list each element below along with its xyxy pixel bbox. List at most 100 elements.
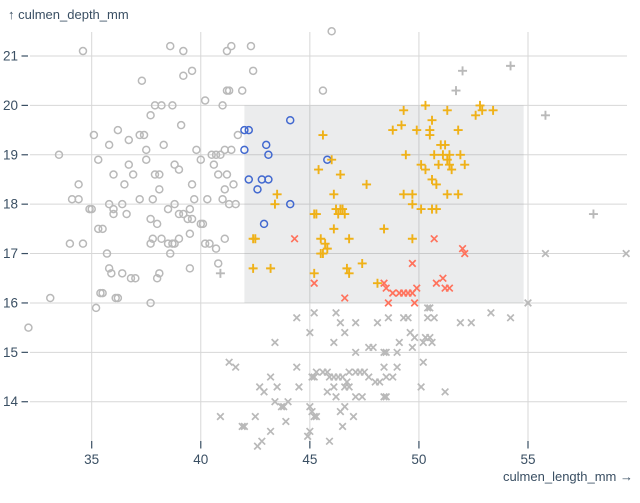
y-tick-label: 17 — [3, 246, 18, 261]
data-point-circle — [261, 140, 271, 150]
data-point-x — [419, 338, 428, 347]
data-point-x — [231, 363, 240, 372]
data-point-plus — [362, 179, 372, 189]
data-point-circle — [222, 46, 232, 56]
data-point-plus — [318, 130, 328, 140]
data-point-x — [393, 363, 402, 372]
data-point-circle — [185, 264, 195, 273]
data-point-x — [384, 299, 393, 307]
data-point-x — [380, 392, 388, 401]
data-point-plus — [338, 204, 348, 214]
data-point-x — [305, 402, 314, 411]
data-point-circle — [224, 86, 234, 95]
series-chinstrap-selected- — [248, 100, 498, 288]
data-point-plus — [442, 189, 452, 199]
data-point-plus — [451, 86, 461, 96]
data-point-plus — [407, 234, 417, 244]
data-point-circle — [146, 214, 155, 224]
x-tick-label: 55 — [520, 452, 535, 467]
data-point-plus — [447, 165, 457, 175]
data-point-x — [312, 368, 321, 376]
data-point-x — [430, 313, 439, 322]
data-point-plus — [314, 165, 324, 175]
data-point-circle — [189, 194, 199, 204]
data-point-plus — [540, 110, 550, 120]
data-point-plus — [266, 263, 276, 273]
data-point-x — [338, 422, 347, 431]
data-point-x — [310, 308, 319, 317]
data-point-circle — [211, 150, 221, 160]
data-point-plus — [475, 100, 485, 110]
data-point-circle — [135, 194, 144, 204]
data-point-plus — [215, 268, 225, 278]
data-point-plus — [477, 105, 487, 115]
data-point-plus — [458, 66, 468, 76]
data-point-x — [340, 328, 349, 337]
data-point-x — [408, 343, 417, 352]
data-point-x — [541, 249, 550, 258]
data-point-circle — [233, 130, 243, 140]
data-point-x — [295, 383, 303, 391]
data-point-plus — [420, 100, 430, 110]
data-point-circle — [170, 160, 179, 169]
data-point-circle — [157, 101, 166, 110]
data-point-x — [273, 383, 282, 391]
y-tick-label: 18 — [3, 197, 18, 212]
brush-selection-rect[interactable] — [244, 105, 524, 303]
data-point-x — [281, 417, 290, 426]
data-point-x — [277, 402, 286, 411]
data-point-circle — [218, 101, 227, 110]
data-point-x — [257, 437, 266, 446]
data-point-circle — [148, 234, 158, 243]
data-point-circle — [285, 115, 295, 125]
data-point-circle — [54, 150, 64, 160]
data-point-circle — [93, 155, 103, 164]
data-point-plus — [453, 125, 463, 135]
data-point-circle — [165, 41, 175, 51]
data-point-x — [395, 338, 404, 347]
data-point-circle — [122, 209, 131, 219]
data-point-circle — [229, 180, 238, 189]
x-tick-label: 40 — [193, 452, 208, 467]
data-point-circle — [227, 41, 236, 51]
data-point-x — [260, 387, 268, 396]
data-point-circle — [93, 224, 103, 234]
data-point-x — [524, 299, 532, 307]
data-point-circle — [179, 46, 188, 56]
data-point-circle — [124, 160, 134, 169]
data-point-circle — [209, 160, 219, 169]
data-point-plus — [588, 209, 598, 219]
data-point-x — [343, 378, 351, 386]
data-point-plus — [344, 268, 354, 278]
data-point-circle — [109, 204, 118, 214]
data-point-plus — [248, 263, 258, 273]
data-point-x — [240, 422, 249, 431]
series-adelie-selected- — [240, 115, 332, 229]
data-point-x — [430, 234, 439, 243]
data-point-circle — [113, 293, 123, 303]
data-point-plus — [434, 160, 444, 170]
data-point-plus — [427, 115, 437, 125]
data-point-x — [358, 392, 367, 401]
points-layer — [24, 27, 631, 451]
data-point-circle — [117, 199, 127, 209]
data-point-plus — [420, 165, 430, 175]
data-point-x — [408, 259, 417, 268]
data-point-circle — [205, 239, 214, 248]
data-point-x — [425, 303, 434, 312]
y-axis-title: ↑ culmen_depth_mm — [8, 7, 129, 22]
data-point-plus — [322, 244, 332, 254]
data-point-plus — [407, 189, 417, 199]
data-point-plus — [488, 105, 498, 115]
data-point-plus — [333, 209, 343, 219]
data-point-x — [310, 373, 319, 381]
data-point-circle — [200, 96, 210, 105]
data-point-circle — [179, 209, 188, 219]
data-point-plus — [399, 189, 409, 199]
data-point-x — [310, 279, 319, 288]
data-point-plus — [460, 160, 470, 170]
data-point-x — [238, 422, 247, 431]
data-point-plus — [401, 150, 411, 160]
data-point-circle — [120, 180, 129, 189]
data-point-x — [345, 383, 354, 391]
